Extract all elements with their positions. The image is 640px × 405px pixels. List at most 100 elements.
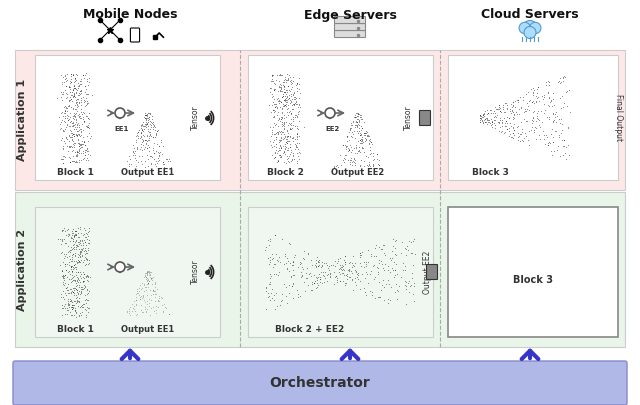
Point: [83, 278, 93, 284]
Point: [65, 97, 76, 104]
Point: [292, 88, 302, 94]
Point: [153, 297, 163, 304]
Point: [268, 151, 278, 158]
Point: [543, 141, 554, 148]
Point: [83, 228, 93, 235]
Point: [291, 135, 301, 142]
Point: [351, 141, 362, 148]
Point: [353, 113, 364, 119]
Point: [70, 75, 80, 81]
Point: [279, 130, 289, 137]
Point: [82, 303, 92, 310]
Point: [152, 127, 163, 134]
Point: [285, 259, 296, 266]
Point: [291, 94, 301, 101]
Point: [335, 264, 345, 271]
Point: [513, 97, 523, 103]
Point: [273, 158, 283, 164]
Point: [360, 135, 370, 141]
Point: [79, 139, 89, 146]
Point: [70, 307, 81, 313]
Point: [144, 303, 154, 309]
Point: [79, 117, 89, 124]
Point: [482, 111, 492, 117]
Point: [70, 227, 81, 234]
Point: [70, 75, 81, 81]
Point: [286, 110, 296, 116]
Text: Output EE1: Output EE1: [122, 168, 175, 177]
Point: [292, 263, 303, 270]
Point: [264, 101, 275, 108]
Point: [274, 72, 284, 79]
Point: [76, 230, 86, 236]
Point: [75, 269, 85, 275]
Point: [269, 114, 280, 121]
Point: [275, 129, 285, 135]
Point: [144, 147, 154, 154]
Point: [336, 266, 346, 272]
Point: [72, 260, 83, 266]
Point: [125, 156, 135, 162]
Point: [351, 269, 361, 275]
Point: [146, 133, 156, 139]
Point: [531, 93, 541, 99]
Point: [374, 162, 384, 168]
Point: [68, 131, 79, 137]
Point: [280, 93, 290, 100]
Point: [500, 99, 510, 106]
Point: [76, 150, 86, 157]
Point: [67, 71, 77, 78]
Point: [403, 280, 413, 286]
Point: [81, 307, 92, 313]
Point: [531, 98, 541, 104]
Point: [143, 275, 154, 282]
Point: [143, 279, 153, 286]
Point: [502, 102, 512, 108]
Point: [56, 250, 67, 256]
Point: [563, 142, 573, 148]
Point: [538, 93, 548, 100]
Point: [339, 159, 349, 166]
Point: [287, 135, 297, 141]
Point: [532, 83, 543, 90]
Point: [274, 269, 284, 275]
Point: [68, 302, 78, 309]
Point: [267, 94, 277, 100]
Point: [68, 119, 78, 126]
Point: [67, 266, 77, 272]
Point: [150, 291, 160, 297]
Point: [271, 136, 281, 143]
Point: [144, 270, 154, 276]
Point: [527, 115, 538, 122]
Point: [131, 137, 141, 143]
Text: Application 1: Application 1: [17, 79, 27, 161]
Point: [407, 270, 417, 276]
Point: [58, 271, 68, 278]
Point: [143, 268, 153, 274]
Point: [526, 126, 536, 133]
Point: [72, 102, 82, 108]
Point: [345, 159, 355, 166]
Point: [339, 266, 349, 273]
Point: [71, 119, 81, 125]
Point: [273, 272, 283, 278]
Point: [72, 132, 83, 138]
Point: [79, 155, 90, 161]
Point: [271, 129, 282, 136]
Point: [273, 130, 283, 136]
Point: [82, 236, 92, 242]
Point: [362, 132, 372, 139]
Point: [356, 271, 367, 277]
Point: [374, 157, 384, 163]
Point: [69, 301, 79, 308]
Point: [548, 118, 558, 124]
Point: [511, 97, 522, 104]
Point: [132, 146, 143, 153]
Point: [139, 123, 149, 130]
Point: [354, 111, 364, 117]
Point: [559, 137, 570, 144]
Point: [491, 106, 501, 112]
Point: [352, 113, 362, 119]
Point: [338, 141, 348, 148]
Point: [537, 93, 547, 100]
